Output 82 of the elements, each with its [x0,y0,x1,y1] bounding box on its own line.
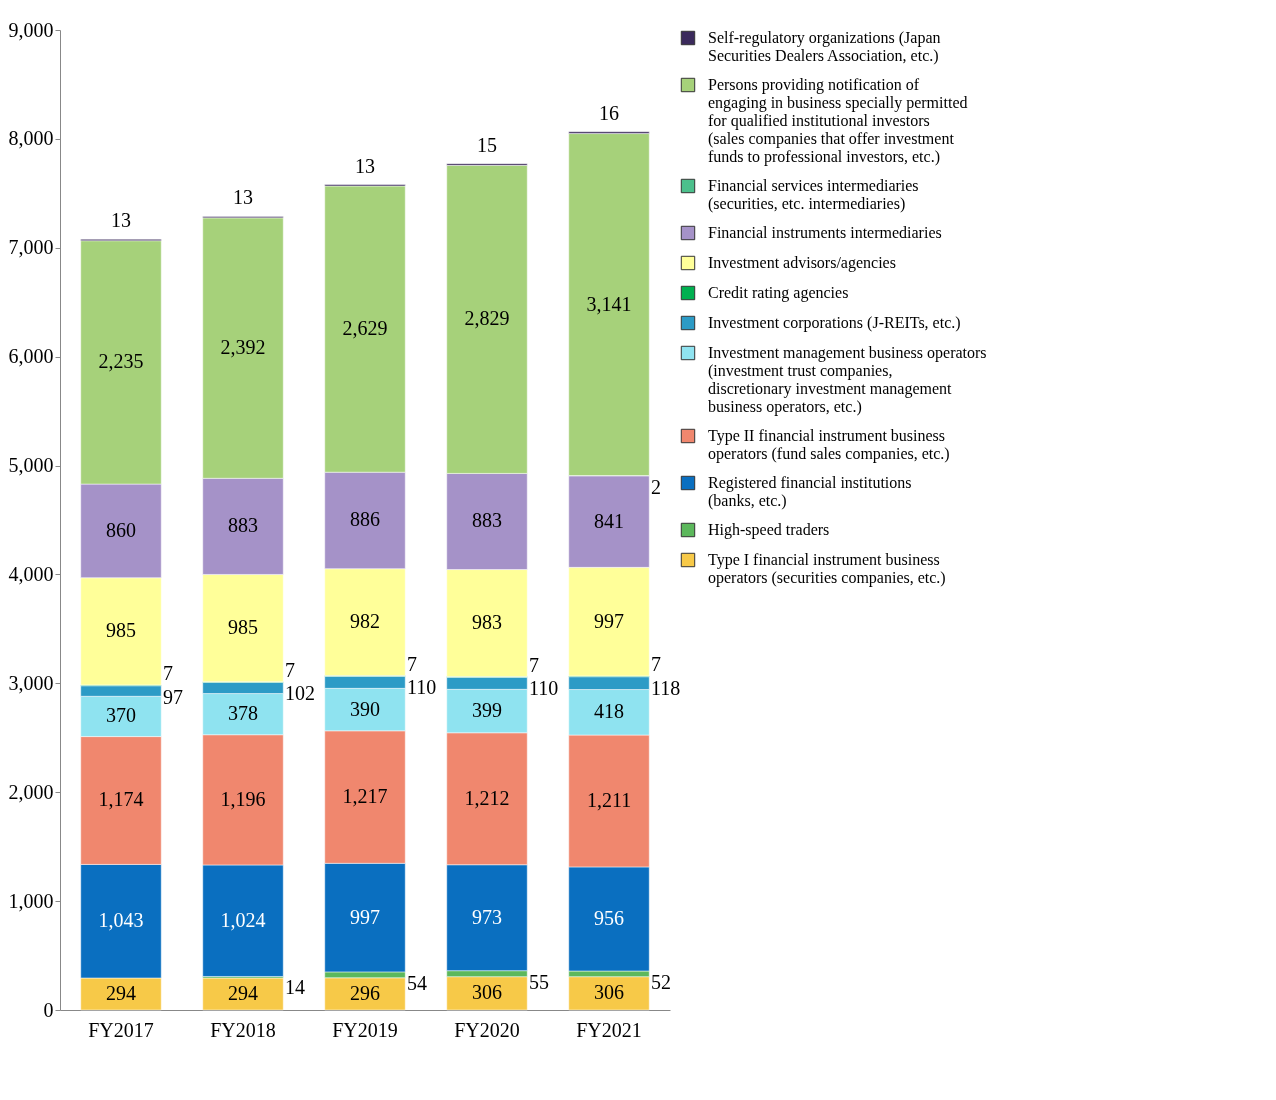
data-label: 985 [106,619,136,642]
data-label: 2,829 [464,307,510,330]
data-label: 1,043 [98,909,144,932]
data-label: 841 [594,509,624,532]
x-tick-label: FY2018 [210,1018,276,1041]
data-label: 7 [285,658,295,681]
legend-label: High-speed traders [708,521,830,539]
data-label: 55 [529,970,549,993]
data-label: 102 [285,682,315,705]
data-label: 110 [407,676,437,699]
legend-label: Type I financial instrument business operators (securities companies, etc.) [708,551,946,587]
data-label: 370 [106,704,136,727]
data-label: 14 [285,976,305,999]
data-label: 883 [228,514,258,537]
data-label: 3,141 [586,292,632,315]
data-label: 983 [472,611,502,634]
x-tick-label: FY2019 [332,1018,398,1041]
legend-label: Financial instruments intermediaries [708,224,942,241]
y-tick-label: 3,000 [8,671,54,694]
data-label: 1,211 [586,788,632,811]
data-label: 886 [350,508,380,531]
legend-label: Financial services intermediaries (securities, etc. intermediaries) [708,177,919,213]
data-label: 7 [651,652,661,675]
data-label: 2,235 [98,350,144,373]
data-label: 1,196 [220,787,266,810]
y-tick-label: 2,000 [8,780,54,803]
data-label: 378 [228,702,258,725]
y-tick-label: 9,000 [8,18,54,41]
data-label: 956 [594,906,624,929]
legend-label: Investment corporations (J-REITs, etc.) [708,314,961,332]
legend-label: Investment advisors/agencies [708,254,896,272]
data-label: 118 [651,676,681,699]
y-tick-label: 4,000 [8,562,54,585]
data-label: 985 [228,616,258,639]
legend-label: Credit rating agencies [708,284,849,302]
data-label: 7 [407,652,417,675]
x-tick-label: FY2021 [576,1018,642,1041]
data-label: 997 [594,609,624,632]
data-label: 1,024 [220,908,266,931]
data-label: 1,174 [98,788,144,811]
data-label: 13 [233,186,253,209]
data-label: 860 [106,518,136,541]
data-label: 973 [472,905,502,928]
data-label: 110 [529,677,559,700]
data-label: 418 [594,700,624,723]
legend-label: Registered financial institutions (banks, etc.) [708,474,912,510]
legend-label: Investment management business operators (investment trust companies, discretionary investment management business operators, etc.) [708,344,987,416]
data-label: 15 [477,133,497,156]
data-label: 13 [111,209,131,232]
data-label: 2,629 [342,317,388,340]
data-label: 997 [350,905,380,928]
x-tick-label: FY2017 [88,1018,154,1041]
y-tick-label: 5,000 [8,454,54,477]
data-label: 7 [163,661,173,684]
data-label: 294 [228,981,258,1004]
data-label: 306 [472,981,502,1004]
data-label: 52 [651,971,671,994]
data-label: 2 [651,475,661,498]
data-label: 2,392 [220,336,266,359]
data-label: 1,217 [342,785,388,808]
data-label: 399 [472,699,502,722]
x-tick-label: FY2020 [454,1018,520,1041]
data-label: 390 [350,697,380,720]
y-tick-label: 7,000 [8,236,54,259]
data-label: 1,212 [464,786,510,809]
data-label: 296 [350,981,380,1004]
y-tick-label: 6,000 [8,345,54,368]
data-label: 982 [350,610,380,633]
y-tick-label: 1,000 [8,889,54,912]
data-label: 97 [163,685,183,708]
data-label: 294 [106,981,136,1004]
y-tick-label: 8,000 [8,127,54,150]
legend-label: Persons providing notification of engaging in business specially permitted for qualified institutional investors (sales companies that offer investment funds to professional investors, etc.) [708,76,968,166]
data-label: 16 [599,101,619,124]
legend-label: Self-regulatory organizations (Japan Securities Dealers Association, etc.) [708,29,941,65]
data-label: 883 [472,509,502,532]
data-label: 54 [407,971,427,994]
data-label: 7 [529,653,539,676]
data-label: 13 [355,154,375,177]
y-tick-label: 0 [43,998,54,1021]
data-label: 306 [594,981,624,1004]
legend-label: Type II financial instrument business operators (fund sales companies, etc.) [708,427,950,463]
